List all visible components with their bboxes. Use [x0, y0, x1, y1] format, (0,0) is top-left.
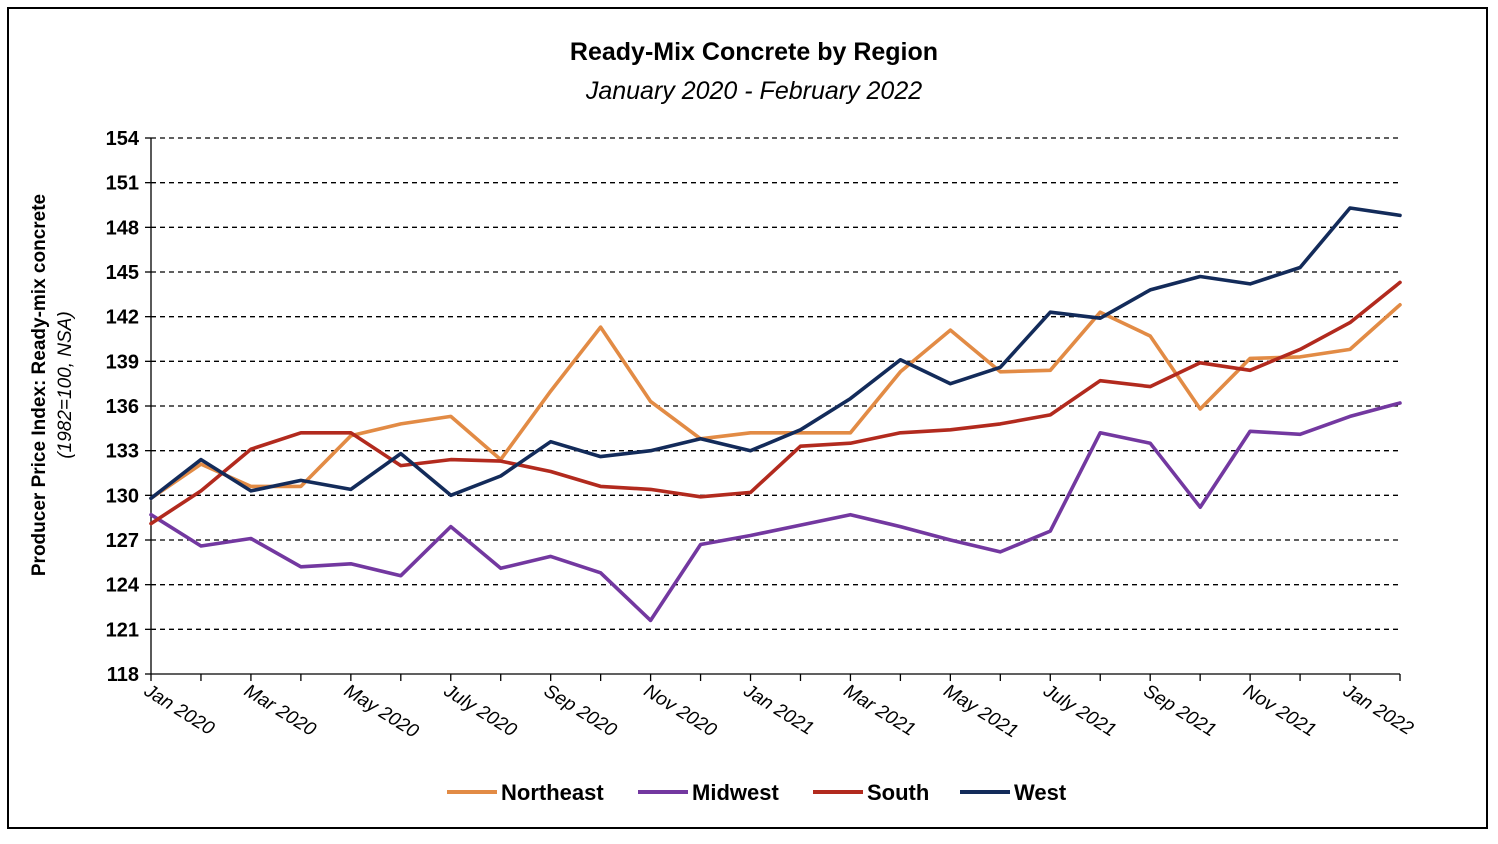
x-tick-label: May 2021 [940, 680, 1022, 742]
axes [145, 137, 1401, 681]
line-chart: Ready-Mix Concrete by Region January 202… [29, 38, 1418, 805]
x-tick-label: Sep 2021 [1140, 680, 1220, 741]
series-lines [149, 206, 1402, 623]
series-line-south [149, 280, 1402, 526]
chart-title: Ready-Mix Concrete by Region [570, 38, 938, 66]
x-tick-label: July 2020 [439, 680, 520, 742]
x-tick-label: Jan 2022 [1339, 680, 1418, 740]
gridlines [151, 137, 1400, 630]
x-tick-label: Nov 2021 [1239, 680, 1319, 741]
y-tick-label: 133 [106, 441, 139, 463]
chart-frame: Ready-Mix Concrete by Region January 202… [7, 7, 1488, 829]
y-tick-label: 142 [106, 307, 139, 329]
y-axis-label-note: (1982=100, NSA) [55, 311, 76, 458]
legend-label-midwest: Midwest [692, 780, 779, 805]
x-tick-label: July 2021 [1039, 680, 1120, 741]
y-tick-label: 118 [107, 664, 139, 686]
y-tick-label: 124 [106, 575, 140, 597]
x-tick-labels: Jan 2020 Mar 2020 May 2020 July 2020 Sep 202… [140, 680, 1418, 743]
y-tick-label: 148 [106, 217, 139, 239]
legend-label-south: South [867, 780, 929, 805]
y-tick-label: 136 [106, 396, 139, 418]
x-tick-label: Sep 2020 [540, 680, 620, 741]
y-tick-label: 154 [106, 128, 140, 150]
y-tick-label: 139 [106, 351, 139, 373]
x-tick-label: Mar 2020 [240, 680, 320, 741]
x-tick-label: Jan 2020 [140, 680, 219, 740]
x-tick-label: May 2020 [340, 680, 422, 742]
y-tick-label: 130 [106, 485, 139, 507]
x-tick-label: Jan 2021 [739, 680, 817, 740]
y-tick-label: 127 [106, 530, 139, 552]
legend-label-northeast: Northeast [501, 780, 604, 805]
chart-subtitle: January 2020 - February 2022 [585, 77, 922, 105]
x-tick-label: Mar 2021 [840, 680, 919, 740]
legend-label-west: West [1014, 780, 1067, 805]
y-tick-label: 151 [106, 173, 139, 195]
series-line-west [149, 206, 1402, 501]
y-axis-label: Producer Price Index: Ready-mix concrete [29, 194, 50, 576]
legend: Northeast Midwest South West [447, 780, 1067, 805]
y-tick-label: 121 [106, 619, 139, 641]
x-tick-label: Nov 2020 [640, 680, 720, 741]
y-axis-title: Producer Price Index: Ready-mix concrete… [29, 194, 76, 576]
y-tick-labels: 118 121 124 127 130 133 136 139 142 145 148 151 154 [106, 128, 140, 686]
y-tick-label: 145 [106, 262, 139, 284]
series-line-midwest [149, 401, 1402, 623]
series-line-northeast [149, 302, 1402, 501]
